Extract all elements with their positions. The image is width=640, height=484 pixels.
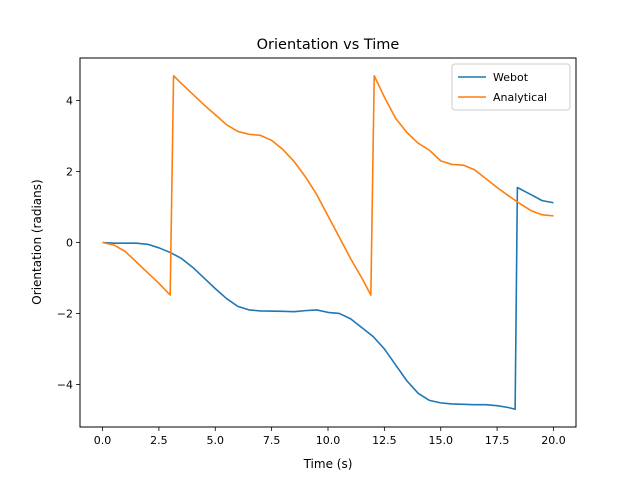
y-tick-label: 2 [66,166,73,179]
series-lines [102,74,554,411]
x-tick-label: 20.0 [541,434,566,447]
x-axis-label: Time (s) [303,457,353,471]
y-axis-label: Orientation (radians) [30,179,44,304]
legend: Webot Analytical [451,63,571,111]
legend-label-webot: Webot [493,71,529,84]
series-line-webot [102,186,554,411]
y-tick-label: −4 [57,378,73,391]
x-tick-label: 10.0 [316,434,341,447]
plot-frame [79,57,577,428]
x-tick-label: 5.0 [207,434,225,447]
legend-box [451,63,571,111]
y-axis: −4 −2 0 2 4 [57,95,80,391]
chart-title: Orientation vs Time [257,37,400,53]
x-axis: 0.0 2.5 5.0 7.5 10.0 12.5 15.0 17.5 20.0 [94,427,566,447]
x-tick-label: 17.5 [485,434,510,447]
x-tick-label: 7.5 [263,434,281,447]
legend-label-analytical: Analytical [493,91,547,104]
y-tick-label: 4 [66,95,73,108]
x-tick-label: 2.5 [150,434,168,447]
x-tick-label: 0.0 [94,434,112,447]
y-tick-label: −2 [57,307,73,320]
y-tick-label: 0 [66,237,73,250]
series-line-analytical [102,74,554,296]
x-tick-label: 12.5 [372,434,397,447]
x-tick-label: 15.0 [428,434,453,447]
